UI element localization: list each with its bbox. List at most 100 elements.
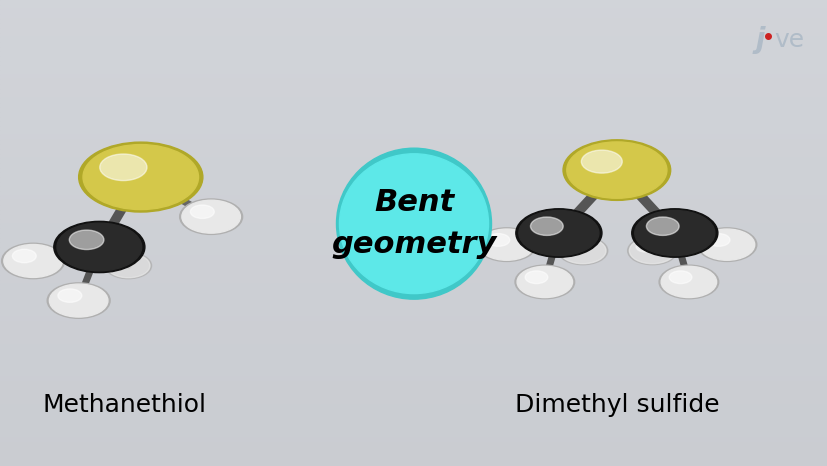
Bar bbox=[0, 238, 827, 242]
Circle shape bbox=[83, 144, 198, 210]
Circle shape bbox=[699, 229, 753, 260]
Bar bbox=[0, 14, 827, 19]
Bar bbox=[0, 168, 827, 172]
Bar bbox=[0, 317, 827, 322]
Bar bbox=[0, 270, 827, 275]
Circle shape bbox=[566, 241, 585, 252]
Circle shape bbox=[4, 245, 62, 277]
Circle shape bbox=[627, 237, 676, 265]
Circle shape bbox=[79, 142, 203, 212]
Bar bbox=[0, 410, 827, 415]
Circle shape bbox=[107, 254, 150, 278]
Bar bbox=[0, 396, 827, 401]
Circle shape bbox=[559, 238, 605, 264]
Bar bbox=[0, 252, 827, 256]
Circle shape bbox=[514, 265, 574, 299]
Bar bbox=[0, 61, 827, 65]
Ellipse shape bbox=[336, 148, 491, 299]
Bar bbox=[0, 363, 827, 368]
Bar bbox=[0, 135, 827, 140]
Bar bbox=[0, 163, 827, 168]
Bar bbox=[0, 0, 827, 5]
Bar bbox=[0, 186, 827, 191]
Bar bbox=[0, 261, 827, 266]
Circle shape bbox=[50, 284, 108, 317]
Bar bbox=[0, 33, 827, 37]
Text: geometry: geometry bbox=[331, 230, 496, 259]
Circle shape bbox=[668, 271, 691, 284]
Bar bbox=[0, 144, 827, 149]
Bar bbox=[0, 84, 827, 89]
Circle shape bbox=[629, 238, 675, 264]
Circle shape bbox=[581, 150, 622, 173]
Circle shape bbox=[658, 265, 718, 299]
Circle shape bbox=[182, 200, 240, 233]
Circle shape bbox=[57, 223, 141, 271]
Circle shape bbox=[105, 253, 151, 279]
Bar bbox=[0, 382, 827, 387]
Text: Dimethyl sulfide: Dimethyl sulfide bbox=[514, 393, 719, 418]
Circle shape bbox=[706, 233, 729, 247]
Bar bbox=[0, 289, 827, 294]
Bar bbox=[0, 312, 827, 317]
Bar bbox=[0, 177, 827, 182]
Bar bbox=[0, 112, 827, 116]
Text: Bent: Bent bbox=[374, 188, 453, 217]
Circle shape bbox=[12, 249, 36, 263]
Bar bbox=[0, 415, 827, 419]
Circle shape bbox=[519, 211, 598, 255]
Bar bbox=[0, 405, 827, 410]
Bar bbox=[0, 196, 827, 200]
Bar bbox=[0, 233, 827, 238]
Circle shape bbox=[635, 241, 654, 252]
Text: ve: ve bbox=[773, 27, 803, 52]
Bar bbox=[0, 42, 827, 47]
Bar bbox=[0, 140, 827, 144]
Circle shape bbox=[54, 221, 145, 273]
Bar bbox=[0, 354, 827, 359]
Bar bbox=[0, 345, 827, 350]
Bar bbox=[0, 154, 827, 158]
Circle shape bbox=[112, 257, 131, 267]
Bar bbox=[0, 172, 827, 177]
Circle shape bbox=[517, 267, 571, 297]
Bar bbox=[0, 242, 827, 247]
Circle shape bbox=[69, 230, 104, 250]
Bar bbox=[0, 70, 827, 75]
Bar bbox=[0, 359, 827, 363]
Bar bbox=[0, 205, 827, 210]
Bar bbox=[0, 19, 827, 23]
Bar bbox=[0, 457, 827, 461]
Circle shape bbox=[515, 209, 601, 257]
Bar bbox=[0, 387, 827, 391]
Bar bbox=[0, 47, 827, 51]
Bar bbox=[0, 158, 827, 163]
Bar bbox=[0, 56, 827, 61]
Bar bbox=[0, 322, 827, 326]
Bar bbox=[0, 75, 827, 79]
Bar bbox=[0, 340, 827, 345]
Bar bbox=[0, 98, 827, 103]
Bar bbox=[0, 121, 827, 126]
Bar bbox=[0, 107, 827, 112]
Text: Methanethiol: Methanethiol bbox=[42, 393, 206, 418]
Bar bbox=[0, 284, 827, 289]
Circle shape bbox=[557, 237, 607, 265]
Bar bbox=[0, 391, 827, 396]
Bar bbox=[0, 452, 827, 457]
Bar bbox=[0, 438, 827, 443]
Bar bbox=[0, 424, 827, 429]
Bar bbox=[0, 266, 827, 270]
Bar bbox=[0, 256, 827, 261]
Bar bbox=[0, 429, 827, 433]
Circle shape bbox=[2, 243, 65, 279]
Bar bbox=[0, 219, 827, 224]
Bar bbox=[0, 447, 827, 452]
Bar bbox=[0, 65, 827, 70]
Bar bbox=[0, 298, 827, 303]
Bar bbox=[0, 247, 827, 252]
Bar bbox=[0, 103, 827, 107]
Bar bbox=[0, 214, 827, 219]
Ellipse shape bbox=[339, 154, 488, 294]
Bar bbox=[0, 210, 827, 214]
